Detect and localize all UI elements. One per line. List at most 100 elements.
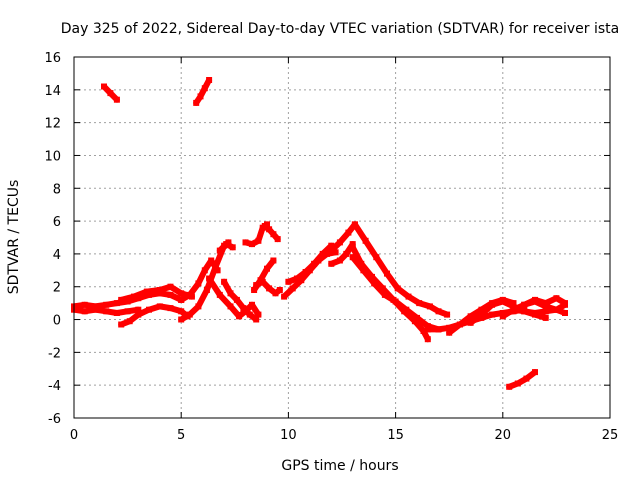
data-point xyxy=(249,301,255,308)
data-point xyxy=(562,310,568,316)
x-tick-label: 20 xyxy=(495,428,512,443)
data-point xyxy=(81,308,88,315)
data-point xyxy=(467,313,474,320)
data-point xyxy=(542,303,549,310)
x-tick-label: 25 xyxy=(602,428,619,443)
axis-tick-labels: 0 5 10 15 20 25 -6 -4 -2 0 2 4 6 8 10 12 14 16 xyxy=(44,51,618,443)
y-tick-label: 6 xyxy=(53,215,61,230)
data-point xyxy=(272,290,279,297)
data-point xyxy=(201,267,208,274)
data-point xyxy=(186,311,193,318)
data-point xyxy=(113,300,120,307)
chart-title: Day 325 of 2022, Sidereal Day-to-day VTE… xyxy=(61,21,619,37)
data-point xyxy=(420,328,427,334)
x-tick-label: 10 xyxy=(280,428,297,443)
data-point xyxy=(146,291,152,298)
data-point xyxy=(349,241,356,248)
data-point xyxy=(270,257,277,264)
data-point xyxy=(167,291,174,298)
x-tick-label: 5 xyxy=(177,428,185,443)
data-point xyxy=(167,283,174,290)
data-point xyxy=(143,288,150,295)
data-point xyxy=(351,221,358,228)
data-point xyxy=(101,83,107,90)
data-point xyxy=(208,257,215,264)
y-tick-label: 0 xyxy=(53,314,61,329)
data-point xyxy=(381,291,388,298)
data-point xyxy=(195,280,202,287)
series-arc-20 xyxy=(351,221,451,318)
data-point xyxy=(236,313,243,320)
data-point xyxy=(542,300,549,307)
data-point xyxy=(542,314,549,321)
data-point xyxy=(553,306,560,313)
data-point xyxy=(178,290,185,297)
data-point xyxy=(446,329,453,336)
data-point xyxy=(510,300,517,307)
data-point xyxy=(328,247,335,254)
data-point xyxy=(362,237,369,244)
data-point xyxy=(266,285,273,292)
data-point xyxy=(253,282,260,289)
data-point xyxy=(416,300,423,307)
y-tick-label: 16 xyxy=(44,51,61,66)
data-point xyxy=(124,298,131,305)
series-arc-29 xyxy=(506,369,538,390)
data-point xyxy=(113,310,120,316)
data-point xyxy=(521,301,528,308)
data-point xyxy=(360,267,367,274)
data-point xyxy=(264,265,270,272)
data-point xyxy=(456,321,463,328)
data-point xyxy=(249,241,255,248)
plot-frame xyxy=(73,56,611,419)
data-point xyxy=(562,300,568,307)
data-point xyxy=(251,287,258,293)
data-point xyxy=(203,287,210,293)
data-point xyxy=(156,290,163,297)
series-arc-2 xyxy=(193,77,213,106)
y-tick-label: 4 xyxy=(53,248,61,263)
data-point xyxy=(227,303,234,310)
data-point xyxy=(478,306,485,313)
data-point xyxy=(255,237,262,244)
y-tick-label: 12 xyxy=(44,117,61,132)
data-point xyxy=(281,293,288,300)
data-point xyxy=(424,336,431,343)
data-point xyxy=(135,306,142,313)
data-point xyxy=(467,319,474,326)
data-point xyxy=(311,260,318,267)
x-axis-label: GPS time / hours xyxy=(281,458,398,474)
data-point xyxy=(255,311,262,318)
data-point xyxy=(345,229,352,236)
data-point xyxy=(424,326,431,333)
data-point xyxy=(532,296,538,303)
y-tick-label: -2 xyxy=(48,346,61,361)
data-point xyxy=(135,295,142,302)
data-point xyxy=(403,306,410,313)
data-point xyxy=(499,313,506,320)
data-point xyxy=(349,254,356,261)
y-tick-label: 14 xyxy=(44,84,61,99)
data-point xyxy=(394,285,401,292)
data-point xyxy=(514,380,521,387)
data-point xyxy=(489,311,496,318)
data-point xyxy=(103,301,110,308)
data-point xyxy=(229,244,236,251)
data-point xyxy=(118,321,125,328)
y-tick-label: -6 xyxy=(48,412,61,427)
data-point xyxy=(107,90,114,97)
data-point xyxy=(214,267,221,274)
data-point xyxy=(274,236,281,243)
data-point xyxy=(276,287,283,293)
data-point xyxy=(426,303,433,310)
data-point xyxy=(266,226,273,233)
data-point xyxy=(135,311,142,318)
data-point xyxy=(270,231,277,238)
x-tick-label: 0 xyxy=(70,428,78,443)
data-point xyxy=(124,308,131,315)
data-point xyxy=(240,305,247,312)
data-point xyxy=(553,295,560,302)
data-point xyxy=(221,278,228,285)
